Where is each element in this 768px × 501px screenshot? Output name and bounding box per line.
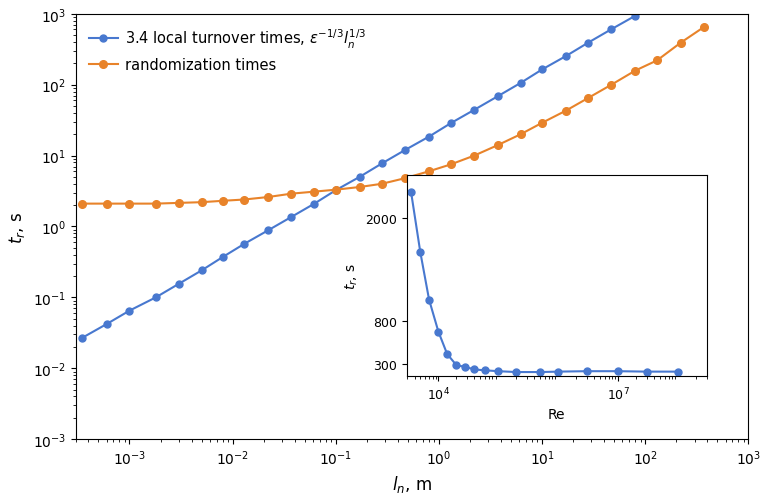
randomization times: [355, 185, 364, 191]
3.4 local turnover times, $\varepsilon^{-1/3}l_n^{1/3}$: [607, 27, 616, 33]
randomization times: [78, 201, 87, 207]
3.4 local turnover times, $\varepsilon^{-1/3}l_n^{1/3}$: [310, 201, 319, 207]
3.4 local turnover times, $\varepsilon^{-1/3}l_n^{1/3}$: [653, 1, 662, 7]
3.4 local turnover times, $\varepsilon^{-1/3}l_n^{1/3}$: [151, 295, 161, 301]
3.4 local turnover times, $\varepsilon^{-1/3}l_n^{1/3}$: [286, 214, 296, 220]
randomization times: [470, 153, 479, 159]
3.4 local turnover times, $\varepsilon^{-1/3}l_n^{1/3}$: [631, 14, 640, 20]
Y-axis label: $t_r$, s: $t_r$, s: [7, 211, 27, 243]
randomization times: [631, 69, 640, 75]
randomization times: [700, 25, 709, 31]
3.4 local turnover times, $\varepsilon^{-1/3}l_n^{1/3}$: [331, 188, 340, 194]
3.4 local turnover times, $\varepsilon^{-1/3}l_n^{1/3}$: [401, 148, 410, 154]
randomization times: [584, 96, 593, 102]
3.4 local turnover times, $\varepsilon^{-1/3}l_n^{1/3}$: [240, 241, 249, 247]
Line: 3.4 local turnover times, $\varepsilon^{-1/3}l_n^{1/3}$: 3.4 local turnover times, $\varepsilon^{…: [79, 0, 707, 342]
3.4 local turnover times, $\varepsilon^{-1/3}l_n^{1/3}$: [584, 41, 593, 47]
3.4 local turnover times, $\varepsilon^{-1/3}l_n^{1/3}$: [218, 255, 227, 261]
3.4 local turnover times, $\varepsilon^{-1/3}l_n^{1/3}$: [425, 134, 434, 140]
Y-axis label: $t_r$, s: $t_r$, s: [343, 262, 360, 289]
Line: randomization times: randomization times: [78, 24, 708, 208]
3.4 local turnover times, $\varepsilon^{-1/3}l_n^{1/3}$: [538, 67, 547, 73]
randomization times: [425, 169, 434, 175]
3.4 local turnover times, $\varepsilon^{-1/3}l_n^{1/3}$: [470, 108, 479, 114]
X-axis label: Re: Re: [548, 408, 565, 421]
randomization times: [331, 187, 340, 193]
3.4 local turnover times, $\varepsilon^{-1/3}l_n^{1/3}$: [174, 281, 184, 287]
3.4 local turnover times, $\varepsilon^{-1/3}l_n^{1/3}$: [377, 161, 386, 167]
randomization times: [286, 191, 296, 197]
randomization times: [310, 189, 319, 195]
3.4 local turnover times, $\varepsilon^{-1/3}l_n^{1/3}$: [197, 268, 206, 274]
3.4 local turnover times, $\varepsilon^{-1/3}l_n^{1/3}$: [355, 174, 364, 180]
randomization times: [401, 176, 410, 182]
X-axis label: $l_n$, m: $l_n$, m: [392, 473, 432, 494]
3.4 local turnover times, $\varepsilon^{-1/3}l_n^{1/3}$: [516, 81, 525, 87]
3.4 local turnover times, $\varepsilon^{-1/3}l_n^{1/3}$: [78, 335, 87, 341]
3.4 local turnover times, $\varepsilon^{-1/3}l_n^{1/3}$: [125, 308, 134, 314]
randomization times: [218, 198, 227, 204]
randomization times: [240, 197, 249, 203]
3.4 local turnover times, $\varepsilon^{-1/3}l_n^{1/3}$: [263, 228, 273, 234]
randomization times: [676, 41, 685, 47]
randomization times: [377, 181, 386, 187]
randomization times: [151, 201, 161, 207]
3.4 local turnover times, $\varepsilon^{-1/3}l_n^{1/3}$: [561, 54, 571, 60]
3.4 local turnover times, $\varepsilon^{-1/3}l_n^{1/3}$: [446, 121, 455, 127]
randomization times: [102, 201, 111, 207]
randomization times: [607, 83, 616, 89]
Legend: 3.4 local turnover times, $\varepsilon^{-1/3}l_n^{1/3}$, randomization times: 3.4 local turnover times, $\varepsilon^{…: [83, 22, 372, 79]
randomization times: [263, 194, 273, 200]
randomization times: [125, 201, 134, 207]
randomization times: [197, 200, 206, 206]
3.4 local turnover times, $\varepsilon^{-1/3}l_n^{1/3}$: [102, 322, 111, 328]
randomization times: [446, 162, 455, 168]
randomization times: [516, 132, 525, 138]
3.4 local turnover times, $\varepsilon^{-1/3}l_n^{1/3}$: [493, 94, 502, 100]
randomization times: [653, 58, 662, 64]
randomization times: [174, 200, 184, 206]
randomization times: [561, 108, 571, 114]
randomization times: [493, 143, 502, 149]
randomization times: [538, 121, 547, 127]
